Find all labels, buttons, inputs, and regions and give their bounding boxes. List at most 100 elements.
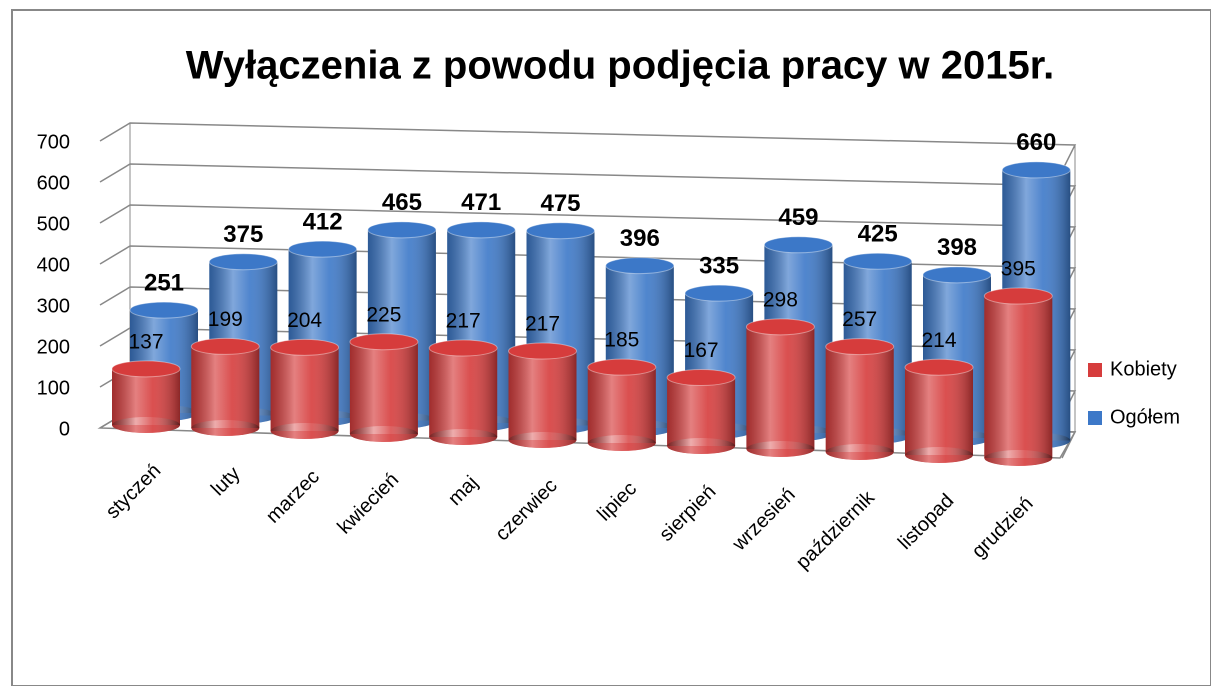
cylinder bbox=[904, 358, 974, 463]
cylinder bbox=[428, 339, 498, 445]
cylinder-top bbox=[129, 301, 199, 319]
frame bbox=[11, 9, 1211, 686]
y-tick-label: 200 bbox=[37, 336, 70, 358]
data-label: 167 bbox=[684, 339, 719, 362]
cylinder-top bbox=[922, 266, 992, 284]
cylinder-body-shade bbox=[587, 367, 656, 443]
cylinder-top bbox=[1001, 161, 1071, 179]
data-label: 471 bbox=[461, 189, 501, 216]
cylinder-top bbox=[446, 221, 516, 239]
cylinder bbox=[983, 287, 1053, 466]
x-tick-label: wrzesień bbox=[728, 484, 800, 556]
cylinder-body-shade bbox=[746, 326, 815, 449]
x-tick-label: październik bbox=[792, 486, 880, 574]
data-label: 396 bbox=[620, 225, 660, 252]
x-tick-label: marzec bbox=[262, 466, 324, 528]
cylinder-body-shade bbox=[508, 351, 577, 440]
legend-swatch bbox=[1088, 411, 1102, 425]
cylinder-top bbox=[526, 222, 595, 240]
cylinder-top bbox=[367, 221, 437, 239]
cylinder-top bbox=[684, 284, 754, 302]
cylinder-body-shade bbox=[112, 368, 180, 425]
legend-label: Ogółem bbox=[1110, 406, 1180, 428]
cylinder-top bbox=[587, 358, 657, 376]
grid-line bbox=[99, 163, 1077, 213]
data-label: 465 bbox=[382, 189, 422, 216]
cylinder-top bbox=[763, 236, 833, 254]
cylinder-body-shade bbox=[191, 346, 260, 428]
cylinder bbox=[825, 338, 895, 460]
x-tick-label: czerwiec bbox=[491, 475, 562, 546]
x-tick-label: lipiec bbox=[593, 478, 641, 526]
cylinder bbox=[666, 369, 736, 454]
data-label: 204 bbox=[287, 309, 322, 332]
cylinder-top bbox=[605, 257, 675, 275]
x-tick-label: sierpień bbox=[655, 481, 720, 546]
data-label: 298 bbox=[763, 288, 798, 311]
cylinder bbox=[745, 318, 815, 457]
cylinder bbox=[349, 333, 419, 442]
cylinder-body-shade bbox=[270, 347, 339, 431]
y-tick-label: 500 bbox=[37, 213, 70, 235]
cylinder-body-shade bbox=[825, 346, 894, 452]
cylinder-top bbox=[508, 342, 577, 360]
cylinder-top bbox=[825, 338, 895, 356]
data-label: 335 bbox=[699, 252, 739, 279]
cylinder-top bbox=[349, 333, 419, 351]
data-label: 214 bbox=[921, 329, 956, 352]
chart-title: Wyłączenia z powodu podjęcia pracy w 201… bbox=[186, 44, 1054, 88]
cylinder-top bbox=[270, 338, 340, 356]
x-tick-label: luty bbox=[207, 463, 245, 501]
data-label: 395 bbox=[1001, 258, 1036, 281]
data-label: 475 bbox=[540, 190, 580, 217]
y-tick-label: 700 bbox=[37, 131, 70, 153]
cylinder-body-shade bbox=[429, 348, 498, 437]
x-tick-label: styczeń bbox=[102, 460, 166, 524]
cylinder-body-shade bbox=[905, 367, 973, 455]
cylinder bbox=[111, 360, 181, 433]
cylinder bbox=[270, 338, 340, 439]
data-label: 459 bbox=[778, 204, 818, 231]
data-label: 199 bbox=[208, 308, 243, 331]
cylinder-top bbox=[428, 339, 498, 357]
data-label: 251 bbox=[144, 269, 184, 296]
x-tick-label: maj bbox=[444, 472, 482, 510]
cylinder-body-shade bbox=[667, 377, 736, 446]
y-tick-label: 300 bbox=[37, 295, 70, 317]
cylinder-top bbox=[745, 318, 815, 336]
data-label: 257 bbox=[842, 308, 877, 331]
cylinder-top bbox=[190, 337, 260, 355]
cylinder-top bbox=[843, 252, 913, 270]
cylinder-top bbox=[111, 360, 181, 378]
x-tick-label: grudzień bbox=[968, 493, 1038, 563]
data-label: 660 bbox=[1016, 129, 1056, 156]
data-label: 137 bbox=[128, 330, 163, 353]
cylinder-top bbox=[208, 253, 278, 271]
x-tick-label: listopad bbox=[894, 490, 958, 554]
cylinder-top bbox=[666, 369, 736, 387]
data-label: 398 bbox=[937, 234, 977, 261]
data-label: 217 bbox=[446, 310, 481, 333]
cylinder-body-shade bbox=[349, 341, 418, 434]
data-label: 217 bbox=[525, 313, 560, 336]
cylinder-top bbox=[904, 358, 974, 376]
x-tick-label: kwiecień bbox=[333, 469, 403, 539]
y-tick-label: 600 bbox=[37, 172, 70, 194]
data-label: 225 bbox=[366, 303, 401, 326]
cylinder bbox=[190, 337, 260, 436]
legend-label: Kobiety bbox=[1110, 358, 1177, 380]
data-label: 412 bbox=[303, 208, 343, 235]
cylinder bbox=[508, 342, 577, 448]
grid-line bbox=[99, 122, 1077, 172]
legend-swatch bbox=[1088, 363, 1102, 377]
data-label: 425 bbox=[858, 221, 898, 248]
y-tick-label: 0 bbox=[59, 418, 70, 440]
data-label: 375 bbox=[223, 221, 263, 248]
cylinder-top bbox=[983, 287, 1053, 305]
cylinder-body-shade bbox=[984, 296, 1053, 458]
data-label: 185 bbox=[604, 329, 639, 352]
cylinder bbox=[587, 358, 657, 451]
y-tick-label: 400 bbox=[37, 254, 70, 276]
cylinder-top bbox=[288, 240, 358, 258]
